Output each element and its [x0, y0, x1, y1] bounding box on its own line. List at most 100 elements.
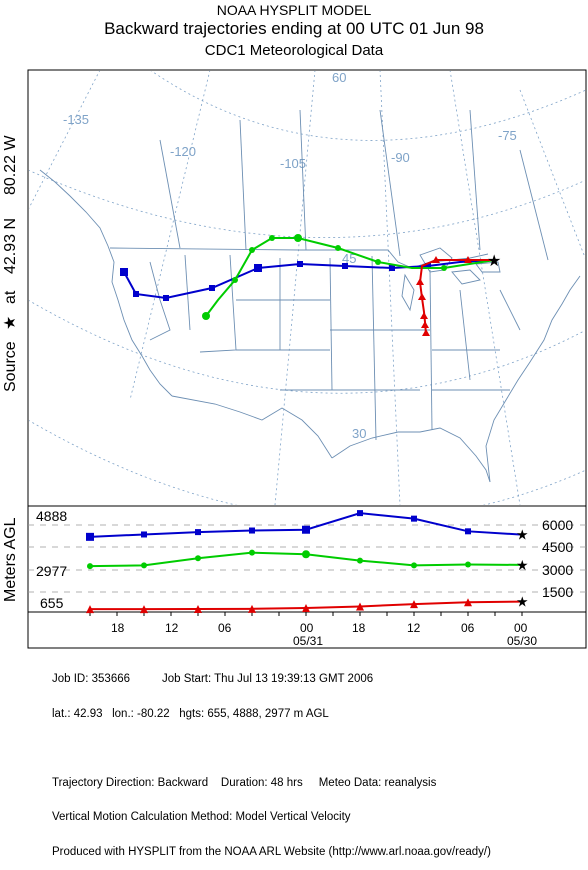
star-symbol: ★ — [2, 316, 19, 330]
footer-line: Trajectory Direction: Backward Duration:… — [52, 776, 437, 789]
yaxis-title: Meters AGL — [2, 517, 19, 602]
profile-point — [248, 604, 256, 613]
lon-label: -90 — [391, 150, 410, 165]
trajectory-red — [416, 256, 495, 336]
date-label: 05/30 — [507, 634, 537, 648]
profile-point — [465, 528, 471, 535]
traj-point — [421, 321, 429, 328]
profile-point — [86, 532, 94, 541]
profile-point — [194, 604, 202, 613]
yaxis-tick-label: 3000 — [542, 562, 573, 578]
profile-point — [249, 549, 255, 556]
map-area: -135 -120 -105 -90 -75 60 45 30 — [29, 70, 585, 505]
profile-point — [410, 600, 418, 609]
lat-label: 45 — [342, 251, 356, 266]
footer-line: Produced with HYSPLIT from the NOAA ARL … — [52, 845, 491, 858]
profile-point — [357, 510, 363, 517]
traj-point — [254, 264, 262, 272]
time-tick-label: 12 — [407, 621, 421, 635]
time-tick-label: 06 — [461, 621, 475, 635]
profile-point — [465, 561, 471, 568]
map-and-profile-svg: Source ★ at 42.93 N 80.22 W -135 -120 -1… — [2, 69, 587, 649]
date-label: 05/31 — [293, 634, 323, 648]
profile-point — [302, 604, 310, 613]
profile-gridlines — [28, 524, 586, 593]
traj-point — [163, 295, 169, 301]
traj-point — [441, 265, 447, 271]
chart-title-line2: Backward trajectories ending at 00 UTC 0… — [104, 19, 484, 38]
height-label: 655 — [40, 595, 64, 611]
at-word: at — [2, 290, 19, 304]
traj-point — [335, 245, 341, 251]
graticule — [29, 71, 585, 505]
profile-tick-marks — [89, 612, 523, 616]
profile-source-star-icon: ★ — [516, 527, 529, 543]
traj-point — [425, 263, 431, 269]
chart-title-line3: CDC1 Meteorological Data — [204, 42, 384, 59]
time-tick-label: 18 — [352, 621, 366, 635]
traj-point — [120, 268, 128, 276]
trajectory-blue — [120, 259, 496, 301]
traj-point — [209, 285, 215, 291]
profile-point — [195, 529, 201, 536]
traj-point — [420, 312, 428, 319]
lon-label: 60 — [332, 70, 346, 85]
source-lat: 42.93 N — [2, 218, 19, 274]
traj-point — [249, 247, 255, 253]
traj-point — [294, 234, 302, 242]
map-outlines — [39, 109, 581, 483]
time-tick-label: 06 — [218, 621, 232, 635]
profile-time-ticks: 18 12 06 00 18 12 06 00 05/31 05/30 — [111, 621, 537, 648]
yaxis-tick-label: 4500 — [542, 539, 573, 555]
footer-info: Job ID: 353666 Job Start: Thu Jul 13 19:… — [52, 651, 491, 870]
height-label: 2977 — [36, 563, 67, 579]
source-lon: 80.22 W — [2, 135, 19, 195]
profile-point — [141, 562, 147, 569]
profile-point — [141, 531, 147, 538]
lon-label: -135 — [63, 112, 89, 127]
traj-point — [432, 256, 440, 263]
profile-left-heights: 4888 2977 655 — [36, 508, 67, 611]
profile-right-ticks: 6000 4500 3000 1500 — [542, 517, 573, 600]
traj-point — [416, 278, 424, 285]
profile-point — [411, 562, 417, 569]
lat-label: 30 — [352, 426, 366, 441]
traj-point — [297, 261, 303, 267]
profile-series: ★ ★ ★ — [86, 510, 529, 614]
source-word: Source — [2, 341, 19, 392]
lon-label: -105 — [280, 156, 306, 171]
traj-point — [202, 312, 210, 320]
yaxis-tick-label: 6000 — [542, 517, 573, 533]
footer-line: Job ID: 353666 Job Start: Thu Jul 13 19:… — [52, 673, 374, 685]
profile-point — [357, 557, 363, 564]
lon-label: -120 — [170, 144, 196, 159]
traj-point — [422, 329, 430, 336]
footer-line: lat.: 42.93 lon.: -80.22 hgts: 655, 4888… — [52, 707, 329, 720]
profile-source-star-icon: ★ — [516, 594, 529, 610]
traj-point — [342, 263, 348, 269]
profile-point — [411, 515, 417, 522]
profile-point — [140, 605, 148, 614]
longitude-labels: -135 -120 -105 -90 -75 60 45 30 — [63, 70, 517, 441]
time-tick-label: 18 — [111, 621, 125, 635]
traj-point — [375, 259, 381, 265]
time-tick-label: 00 — [300, 621, 314, 635]
traj-point — [133, 291, 139, 297]
source-star-icon: ★ — [487, 253, 501, 270]
profile-source-star-icon: ★ — [516, 557, 529, 573]
profile-point — [464, 598, 472, 607]
height-label: 4888 — [36, 508, 67, 524]
traj-point — [464, 256, 472, 263]
profile-point — [86, 605, 94, 614]
profile-point — [249, 527, 255, 534]
lon-label: -75 — [498, 128, 517, 143]
time-tick-label: 00 — [514, 621, 528, 635]
traj-point — [269, 235, 275, 241]
time-tick-label: 12 — [165, 621, 179, 635]
footer-line — [52, 743, 491, 755]
profile-point — [195, 555, 201, 562]
source-label: Source ★ at 42.93 N 80.22 W — [2, 135, 19, 392]
profile-frame — [27, 505, 587, 649]
traj-point — [232, 277, 238, 283]
profile-point — [302, 525, 310, 534]
